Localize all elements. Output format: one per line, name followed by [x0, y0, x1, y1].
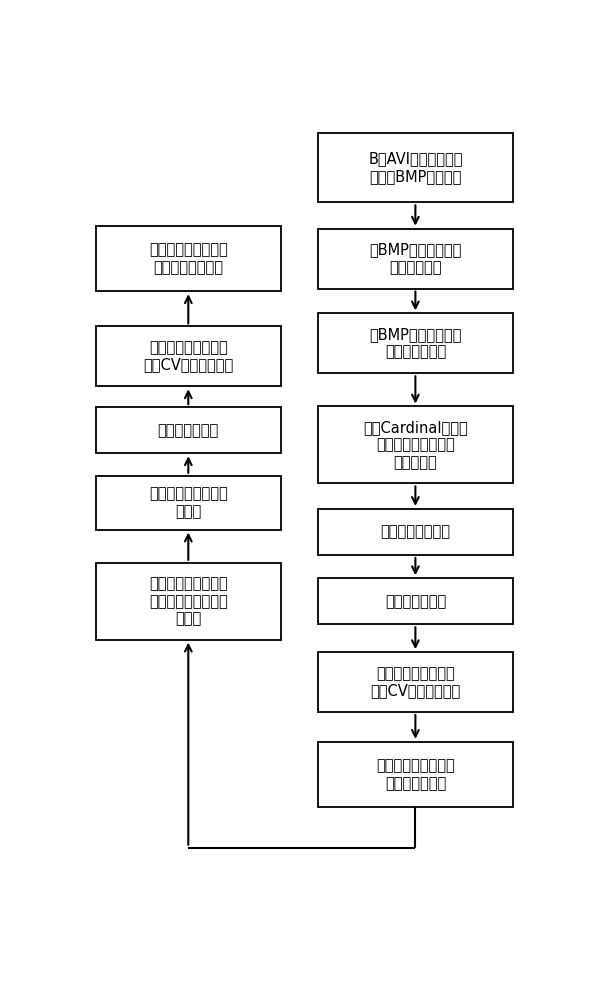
- Bar: [318, 652, 512, 712]
- Text: 最小化加入区域约束
项的CV模型能量泛函: 最小化加入区域约束 项的CV模型能量泛函: [143, 340, 233, 373]
- Text: 生成符号距离图: 生成符号距离图: [385, 594, 446, 609]
- Bar: [318, 133, 512, 202]
- Bar: [96, 326, 281, 386]
- Text: 对BMP图像进行形态
学滤波预处理: 对BMP图像进行形态 学滤波预处理: [369, 242, 462, 275]
- Text: 获取能量约束区域: 获取能量约束区域: [380, 524, 450, 539]
- Text: 利用Cardinal样条插
值在关键帧上做出初
始约束区域: 利用Cardinal样条插 值在关键帧上做出初 始约束区域: [363, 420, 468, 470]
- Text: 最小化加入区域约束
项的CV模型能量泛函: 最小化加入区域约束 项的CV模型能量泛函: [370, 666, 460, 698]
- Text: B超AVI视频结果转换
为连续BMP图像序列: B超AVI视频结果转换 为连续BMP图像序列: [368, 152, 463, 184]
- Bar: [318, 406, 512, 483]
- Bar: [96, 407, 281, 453]
- Bar: [96, 226, 281, 291]
- Text: 关键帧主动脉瓣超声
图像的分割结果: 关键帧主动脉瓣超声 图像的分割结果: [376, 758, 454, 791]
- Bar: [96, 563, 281, 640]
- Text: 获取非关键帧能量约
束区域: 获取非关键帧能量约 束区域: [149, 486, 228, 519]
- Bar: [318, 509, 512, 555]
- Bar: [318, 313, 512, 373]
- Text: 将BMP图像分组为关
键帧和非关键帧: 将BMP图像分组为关 键帧和非关键帧: [369, 327, 462, 360]
- Bar: [318, 229, 512, 289]
- Bar: [318, 742, 512, 807]
- Text: 关键帧的分割结果作
为相邻非关键帧的约
束区域: 关键帧的分割结果作 为相邻非关键帧的约 束区域: [149, 576, 228, 626]
- Bar: [96, 476, 281, 530]
- Bar: [318, 578, 512, 624]
- Text: 生成符号距离图: 生成符号距离图: [158, 423, 219, 438]
- Text: 非关键帧主动脉瓣超
声图像的分割结果: 非关键帧主动脉瓣超 声图像的分割结果: [149, 242, 228, 275]
